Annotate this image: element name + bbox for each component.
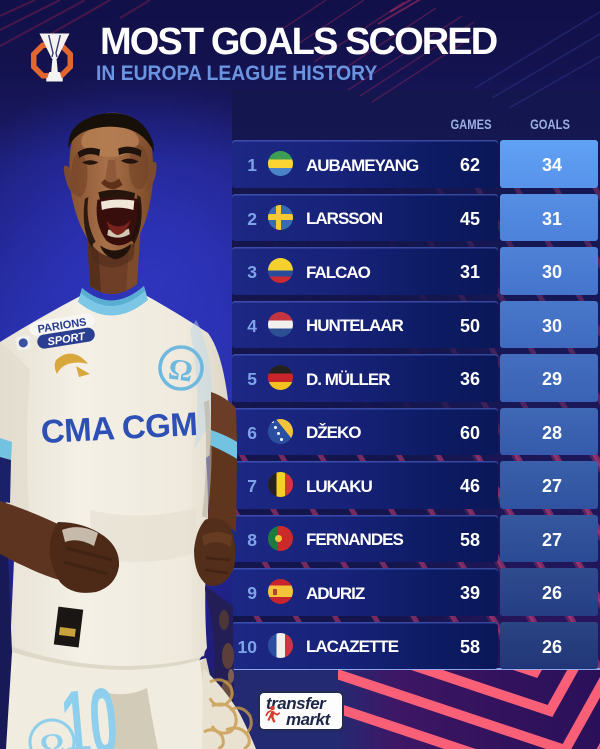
svg-text:Ω: Ω: [39, 727, 66, 749]
svg-text:CMA CGM: CMA CGM: [40, 405, 198, 450]
svg-text:10: 10: [58, 668, 122, 749]
svg-text:Ω: Ω: [166, 352, 194, 388]
